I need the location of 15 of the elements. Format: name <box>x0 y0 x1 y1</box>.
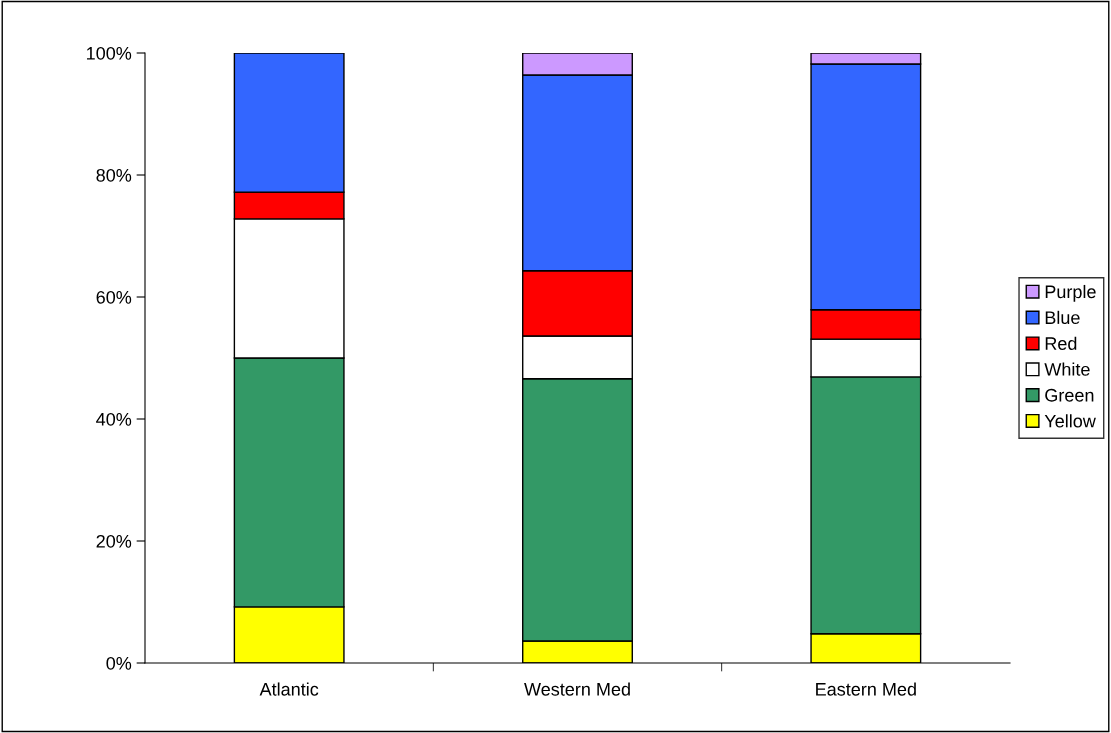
x-tick-label: Eastern Med <box>816 682 916 696</box>
x-tick-label: Western Med <box>524 682 630 696</box>
y-tick-label: 100% <box>87 46 132 60</box>
legend-label: Green <box>1045 388 1094 402</box>
y-tick-label: 60% <box>96 290 132 304</box>
x-tick-label: Atlantic <box>259 682 319 696</box>
legend-label: Red <box>1045 336 1077 350</box>
legend-label: Purple <box>1045 284 1096 302</box>
y-tick-label: 0% <box>106 656 132 670</box>
legend-label: Blue <box>1045 310 1080 325</box>
y-tick-label: 20% <box>96 534 132 548</box>
y-tick-label: 40% <box>96 412 132 426</box>
y-tick-label: 80% <box>96 168 132 182</box>
legend-label: White <box>1044 362 1090 376</box>
legend-label: Yellow <box>1044 414 1096 428</box>
